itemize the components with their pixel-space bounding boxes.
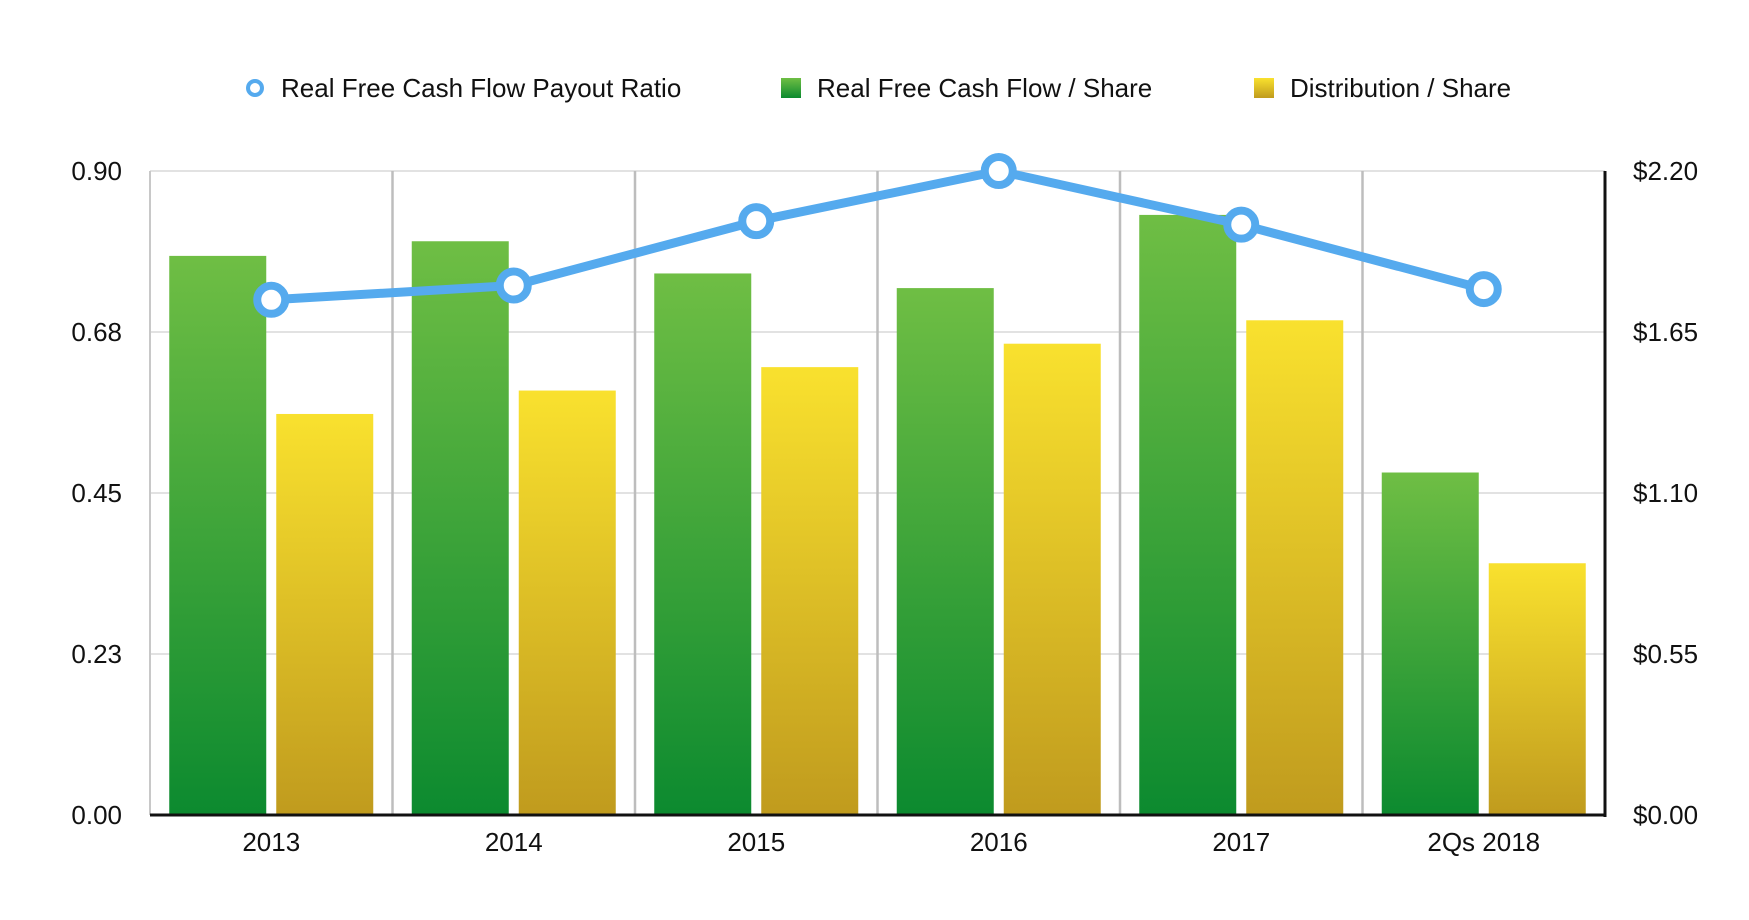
y-left-tick-label: 0.00 <box>71 800 122 830</box>
point-payout-ratio <box>1465 271 1502 308</box>
bar-distribution-per-share <box>276 413 374 815</box>
x-tick-label: 2Qs 2018 <box>1427 827 1540 857</box>
legend-label: Real Free Cash Flow / Share <box>817 73 1152 103</box>
bar-distribution-per-share <box>518 390 616 815</box>
y-right-tick-label: $2.20 <box>1633 156 1698 186</box>
point-payout-ratio <box>738 203 775 240</box>
point-payout-ratio <box>980 153 1017 189</box>
axes-layer <box>149 171 1607 817</box>
legend-swatch-payout-ratio <box>246 79 264 97</box>
bar-real-fcf-per-share <box>1381 472 1479 815</box>
legend: Real Free Cash Flow Payout Ratio Real Fre… <box>246 73 1511 103</box>
y-right-tick-label: $1.65 <box>1633 317 1698 347</box>
y-left-tick-label: 0.90 <box>71 156 122 186</box>
x-tick-label: 2014 <box>485 827 543 857</box>
y-left-tick-label: 0.45 <box>71 478 122 508</box>
bar-real-fcf-per-share <box>654 273 752 815</box>
legend-swatch-distribution-per-share <box>1254 78 1274 98</box>
y-left-tick-label: 0.23 <box>71 639 122 669</box>
grid-layer <box>150 170 1605 815</box>
bar-real-fcf-per-share <box>896 288 994 815</box>
x-tick-label: 2016 <box>970 827 1028 857</box>
x-tick-label: 2017 <box>1212 827 1270 857</box>
bar-real-fcf-per-share <box>169 255 267 815</box>
bar-distribution-per-share <box>1488 563 1586 815</box>
point-payout-ratio <box>495 267 532 304</box>
legend-label: Real Free Cash Flow Payout Ratio <box>281 73 681 103</box>
bar-real-fcf-per-share <box>411 241 509 816</box>
y-right-tick-label: $0.55 <box>1633 639 1698 669</box>
line-payout-ratio <box>266 166 1489 305</box>
legend-label: Distribution / Share <box>1290 73 1511 103</box>
point-payout-ratio <box>1223 206 1260 243</box>
y-right-tick-label: $1.10 <box>1633 478 1698 508</box>
legend-swatch-real-fcf-per-share <box>781 78 801 98</box>
ticks-layer: 0.00 0.23 0.45 0.68 0.90 $0.00 $0.55 $1.10 $1.65… <box>71 156 1698 857</box>
line-layer <box>253 153 1502 318</box>
point-payout-ratio <box>253 281 290 318</box>
bar-distribution-per-share <box>1246 320 1344 815</box>
bar-distribution-per-share <box>1003 343 1101 815</box>
y-right-tick-label: $0.00 <box>1633 800 1698 830</box>
y-left-tick-label: 0.68 <box>71 317 122 347</box>
x-tick-label: 2015 <box>727 827 785 857</box>
bars-layer <box>169 214 1586 816</box>
bar-distribution-per-share <box>761 367 859 815</box>
x-tick-label: 2013 <box>242 827 300 857</box>
bar-real-fcf-per-share <box>1139 214 1237 816</box>
